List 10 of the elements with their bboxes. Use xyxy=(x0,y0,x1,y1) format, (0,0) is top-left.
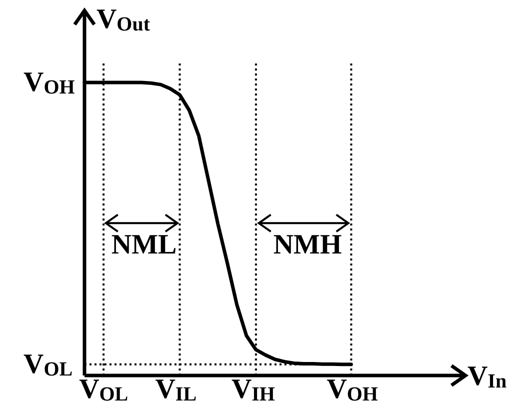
x-tick-label: VOH xyxy=(326,374,378,406)
ref-line-label: VOL xyxy=(24,348,73,380)
annotation: NMH xyxy=(273,230,342,261)
y-axis-title: VOut xyxy=(96,4,150,36)
x-axis-title: VIn xyxy=(468,361,507,392)
text: VOH xyxy=(24,67,76,98)
x-tick-label: VIH xyxy=(231,374,276,406)
annotation: NML xyxy=(111,230,177,261)
x-tick-label: VOL xyxy=(79,374,128,406)
x-tick-label: VIL xyxy=(155,374,197,406)
